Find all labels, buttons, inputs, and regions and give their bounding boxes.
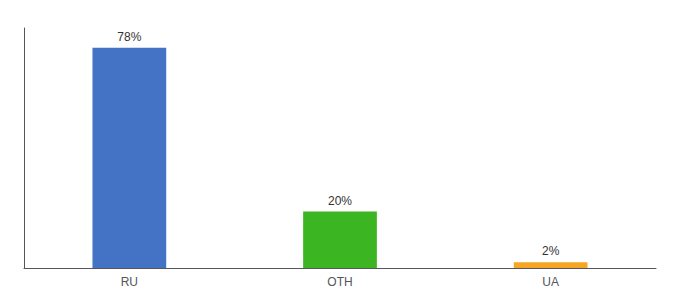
svg-text:UA: UA	[542, 275, 559, 289]
svg-text:2%: 2%	[542, 244, 560, 258]
svg-text:OTH: OTH	[327, 275, 352, 289]
svg-text:RU: RU	[121, 275, 138, 289]
svg-text:78%: 78%	[117, 30, 141, 44]
svg-text:20%: 20%	[328, 194, 352, 208]
